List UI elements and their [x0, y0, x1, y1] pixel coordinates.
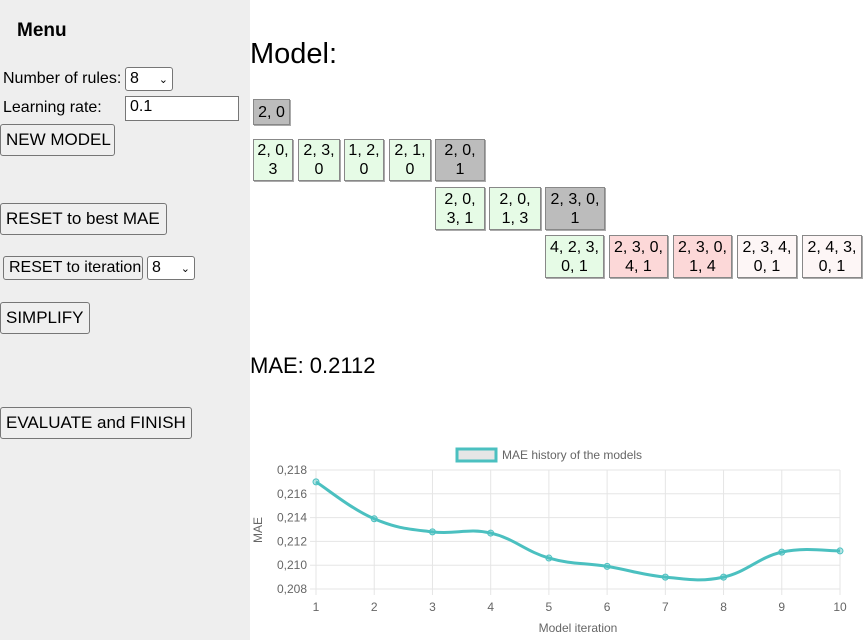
x-tick-label: 5 [546, 600, 553, 614]
model-node[interactable]: 2, 0, 3 [253, 139, 293, 181]
x-tick-label: 3 [429, 600, 436, 614]
x-axis-ticks: 1 2 3 4 5 6 7 8 9 10 [313, 600, 847, 614]
x-tick-label: 10 [833, 600, 847, 614]
x-tick-label: 4 [487, 600, 494, 614]
model-title: Model: [250, 38, 338, 70]
chart-grid [310, 469, 841, 595]
menu-title: Menu [17, 20, 67, 41]
rules-select[interactable]: 8 ⌄ [125, 67, 173, 91]
iteration-select[interactable]: 8 ⌄ [147, 256, 195, 280]
model-node[interactable]: 2, 3, 0, 4, 1 [609, 235, 668, 278]
model-node[interactable]: 2, 3, 0, 1 [545, 187, 605, 230]
model-node[interactable]: 2, 0, 1, 3 [489, 187, 541, 230]
data-point [836, 547, 844, 555]
series-line [315, 480, 841, 582]
model-node[interactable]: 2, 0, 3, 1 [435, 187, 485, 230]
y-tick-label: 0,218 [277, 463, 307, 477]
learning-rate-input[interactable]: 0.1 [125, 96, 239, 121]
y-axis-label: MAE [251, 517, 265, 543]
y-tick-label: 0,214 [277, 511, 307, 525]
data-point [661, 573, 669, 581]
rules-select-value: 8 [130, 70, 139, 87]
mae-label: MAE: [250, 353, 304, 378]
data-point [603, 562, 611, 570]
model-node[interactable]: 2, 1, 0 [389, 139, 431, 181]
y-tick-label: 0,216 [277, 487, 307, 501]
model-node[interactable]: 4, 2, 3, 0, 1 [545, 235, 604, 278]
data-point [487, 529, 495, 537]
simplify-button[interactable]: SIMPLIFY [0, 302, 90, 334]
model-node[interactable]: 2, 0 [253, 99, 290, 125]
model-node[interactable]: 2, 0, 1 [435, 139, 485, 181]
model-node[interactable]: 2, 3, 0, 1, 4 [673, 235, 732, 278]
model-node[interactable]: 2, 3, 0 [298, 139, 340, 181]
legend-label: MAE history of the models [502, 448, 642, 462]
x-tick-label: 1 [313, 600, 320, 614]
iteration-select-value: 8 [152, 259, 161, 276]
data-point [312, 478, 320, 486]
mae-value: 0.2112 [309, 353, 376, 378]
data-point [778, 548, 786, 556]
x-tick-label: 2 [371, 600, 378, 614]
x-axis-label: Model iteration [539, 621, 618, 635]
new-model-button[interactable]: NEW MODEL [0, 124, 115, 156]
mae-history-chart: 0,218 0,216 0,214 0,212 0,210 0,208 1 2 3 4 5 6 7 8 9… [251, 447, 847, 635]
x-tick-label: 7 [662, 600, 669, 614]
chart-legend[interactable]: MAE history of the models [455, 447, 642, 463]
data-point [720, 573, 728, 581]
evaluate-finish-button[interactable]: EVALUATE and FINISH [0, 407, 192, 439]
model-node[interactable]: 2, 3, 4, 0, 1 [737, 235, 797, 278]
sidebar-menu: Menu Number of rules: 8 ⌄ Learning rate:… [0, 0, 250, 640]
learning-rate-label: Learning rate: [3, 99, 102, 116]
model-node[interactable]: 1, 2, 0 [344, 139, 384, 181]
model-node[interactable]: 2, 4, 3, 0, 1 [802, 235, 862, 278]
y-axis-ticks: 0,218 0,216 0,214 0,212 0,210 0,208 [277, 463, 307, 596]
x-tick-label: 8 [720, 600, 727, 614]
chevron-down-icon: ⌄ [180, 262, 190, 275]
legend-swatch [455, 447, 498, 463]
mae-series [312, 478, 844, 582]
data-point [370, 515, 378, 523]
x-tick-label: 9 [778, 600, 785, 614]
data-point [545, 554, 553, 562]
rules-label: Number of rules: [3, 70, 122, 87]
data-point [428, 528, 436, 536]
x-tick-label: 6 [604, 600, 611, 614]
reset-best-mae-button[interactable]: RESET to best MAE [0, 203, 167, 235]
y-tick-label: 0,208 [277, 582, 307, 596]
y-tick-label: 0,210 [277, 558, 307, 572]
chevron-down-icon: ⌄ [158, 73, 168, 86]
reset-iteration-button[interactable]: RESET to iteration [3, 256, 143, 280]
y-tick-label: 0,212 [277, 534, 307, 548]
mae-display: MAE: 0.2112 [250, 353, 375, 379]
